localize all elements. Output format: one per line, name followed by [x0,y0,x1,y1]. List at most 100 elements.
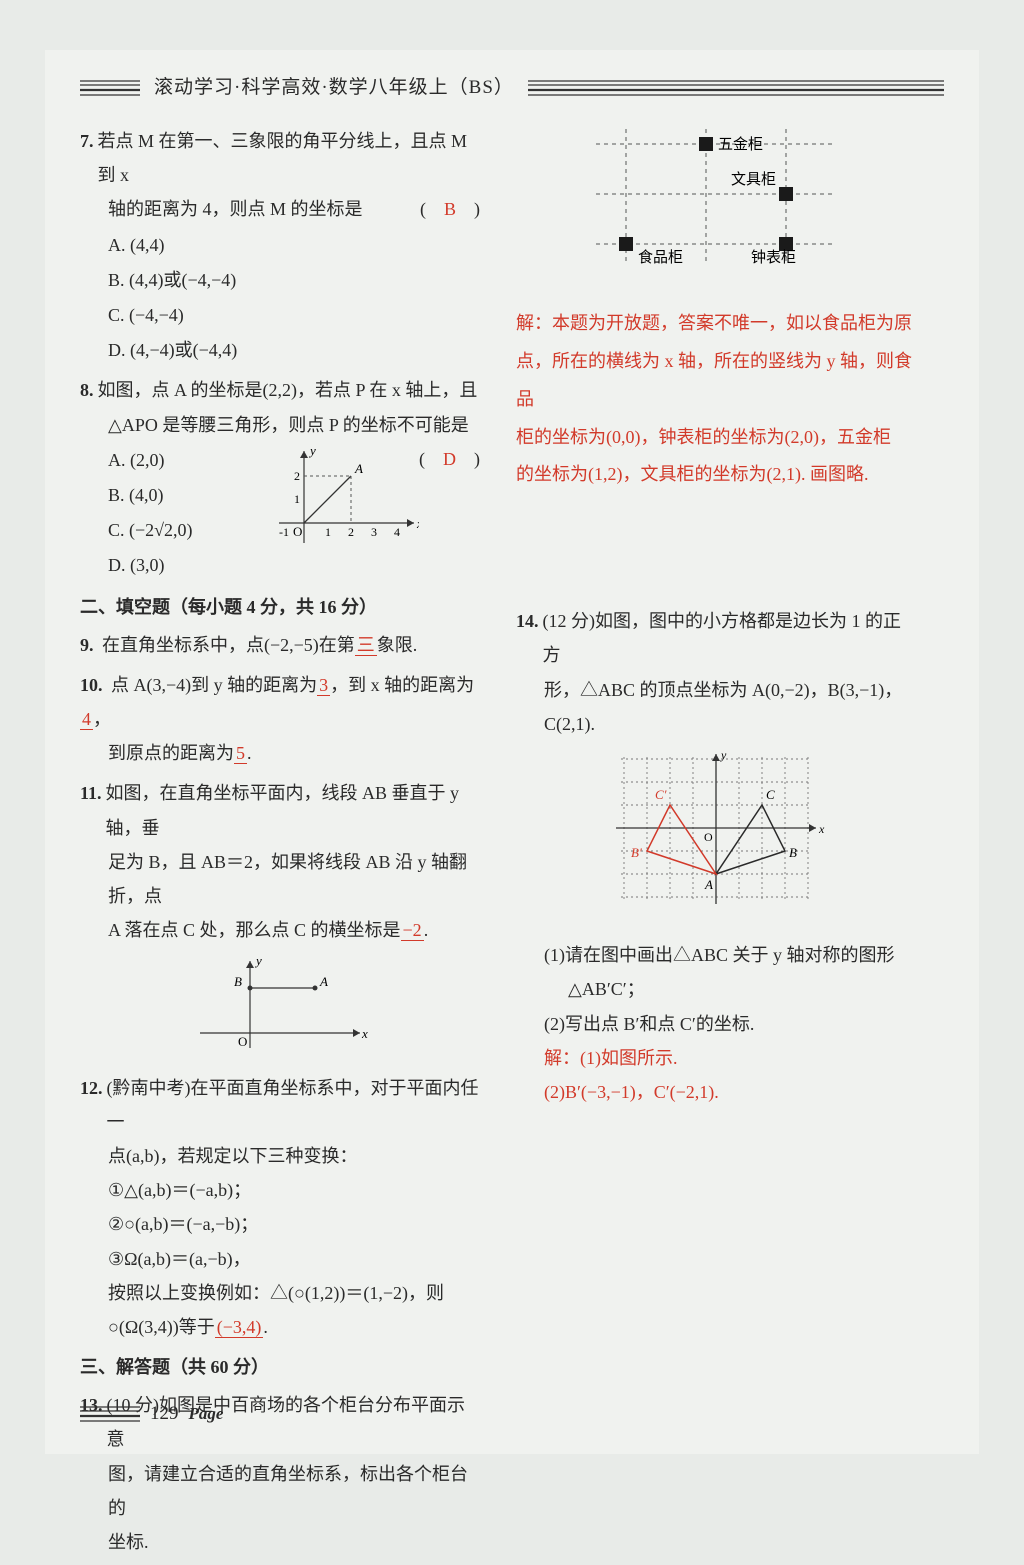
svg-text:钟表柜: 钟表柜 [751,249,796,266]
q7-number: 7. [80,124,94,192]
svg-text:A: A [319,974,328,989]
q12-l3: 按照以上变换例如：△(○(1,2))＝(1,−2)，则 [80,1276,480,1310]
svg-text:-1: -1 [279,525,289,539]
q10-after: . [247,743,252,763]
q10-b2: 4 [80,709,93,730]
svg-text:B: B [789,845,797,860]
q7-stem-line1: 若点 M 在第一、三象限的角平分线上，且点 M 到 x [98,124,481,192]
q7-choice-d: D. (4,−4)或(−4,4) [80,333,480,367]
svg-text:C: C [766,787,775,802]
q8-stem-line1: 如图，点 A 的坐标是(2,2)，若点 P 在 x 轴上，且 [98,373,481,407]
section-2-heading: 二、填空题（每小题 4 分，共 16 分） [80,590,480,624]
q12-after: . [263,1317,268,1337]
svg-text:y: y [254,953,262,968]
svg-text:五金柜: 五金柜 [718,136,763,153]
q14-p2: (2)写出点 B′和点 C′的坐标. [516,1007,916,1041]
q11-figure: x y O B A [190,953,370,1053]
svg-text:x: x [818,822,825,836]
q12-t1: ①△(a,b)＝(−a,b)； [80,1173,480,1207]
q14-sol1: 解：(1)如图所示. [516,1041,916,1075]
q10-before: 点 A(3,−4)到 y 轴的距离为 [111,675,317,695]
q7-choice-b: B. (4,4)或(−4,−4) [80,263,480,297]
svg-text:A: A [704,877,713,892]
q13-sol-l1: 解：本题为开放题，答案不唯一，如以食品柜为原 [516,305,916,343]
q12-blank: (−3,4) [215,1317,264,1338]
svg-text:3: 3 [371,525,377,539]
svg-text:4: 4 [394,525,400,539]
q14-l2: 形，△ABC 的顶点坐标为 A(0,−2)，B(3,−1)， [516,673,916,707]
page-footer: 129 Page [80,1396,223,1432]
q10-mid2: ， [93,709,111,729]
svg-text:1: 1 [294,492,300,506]
q10-b1: 3 [317,675,330,696]
q7-stem-line2: 轴的距离为 4，则点 M 的坐标是 [108,199,363,219]
q7-answer-paren: ( B ) [420,192,480,226]
q14-l3: C(2,1). [516,707,916,741]
svg-text:B′: B′ [631,845,642,860]
svg-text:A: A [354,461,363,476]
q12-t2: ②○(a,b)＝(−a,−b)； [80,1207,480,1241]
q13-l3: 坐标. [80,1525,480,1559]
q13-solution: 解：本题为开放题，答案不唯一，如以食品柜为原 点，所在的横线为 x 轴，所在的竖… [516,305,916,494]
question-12: 12. (黔南中考)在平面直角坐标系中，对于平面内任一 点(a,b)，若规定以下… [80,1071,480,1345]
question-11: 11. 如图，在直角坐标平面内，线段 AB 垂直于 y 轴，垂 足为 B，且 A… [80,776,480,1064]
page-number: 129 [150,1396,179,1432]
svg-text:食品柜: 食品柜 [638,249,683,266]
svg-text:O: O [704,830,713,844]
q11-number: 11. [80,776,102,844]
right-column: 五金柜 文具柜 食品柜 钟表柜 解：本题为开放题，答案不唯一，如以食品柜为原 点… [516,124,916,1565]
content-columns: 7. 若点 M 在第一、三象限的角平分线上，且点 M 到 x 轴的距离为 4，则… [80,124,944,1565]
q13-figure: 五金柜 文具柜 食品柜 钟表柜 [586,124,846,284]
svg-text:O: O [293,524,302,539]
q12-t3: ③Ω(a,b)＝(a,−b)， [80,1242,480,1276]
q11-blank: −2 [401,920,424,941]
header-title: 滚动学习·科学高效·数学八年级上（BS） [148,70,520,106]
page-header: 滚动学习·科学高效·数学八年级上（BS） [80,70,944,106]
q14-sol2: (2)B′(−3,−1)，C′(−2,1). [516,1075,916,1109]
footer-rule [80,1404,140,1424]
svg-text:x: x [416,516,419,531]
q14-p1: (1)请在图中画出△ABC 关于 y 轴对称的图形 [516,938,916,972]
page-container: 滚动学习·科学高效·数学八年级上（BS） 7. 若点 M 在第一、三象限的角平分… [45,50,979,1454]
header-rule-left [80,78,140,98]
svg-text:C′: C′ [655,787,667,802]
q10-b3: 5 [234,743,247,764]
q14-l1: (12 分)如图，图中的小方格都是边长为 1 的正方 [543,604,917,672]
question-8: 8. 如图，点 A 的坐标是(2,2)，若点 P 在 x 轴上，且 △APO 是… [80,373,480,583]
question-10: 10. 点 A(3,−4)到 y 轴的距离为3，到 x 轴的距离为 4， 到原点的… [80,668,480,771]
svg-text:y: y [720,749,727,762]
question-14: 14. (12 分)如图，图中的小方格都是边长为 1 的正方 形，△ABC 的顶… [516,604,916,1109]
svg-text:2: 2 [348,525,354,539]
q12-l2: 点(a,b)，若规定以下三种变换： [80,1139,480,1173]
q12-l1: (黔南中考)在平面直角坐标系中，对于平面内任一 [107,1071,481,1139]
q10-line2-before: 到原点的距离为 [108,743,234,763]
q7-choice-c: C. (−4,−4) [80,298,480,332]
header-rule-right [528,78,944,98]
question-9: 9. 在直角坐标系中，点(−2,−5)在第三象限. [80,628,480,662]
q8-choice-d: D. (3,0) [80,548,480,582]
q8-figure: x y O -1 1 2 3 4 1 2 A [269,443,419,553]
q11-l2: 足为 B，且 AB＝2，如果将线段 AB 沿 y 轴翻折，点 [80,845,480,913]
q9-stem-before: 在直角坐标系中，点(−2,−5)在第 [102,635,355,655]
svg-text:y: y [308,443,316,458]
question-7: 7. 若点 M 在第一、三象限的角平分线上，且点 M 到 x 轴的距离为 4，则… [80,124,480,367]
svg-text:1: 1 [325,525,331,539]
q11-l3-before: A 落在点 C 处，那么点 C 的横坐标是 [108,920,401,940]
q9-number: 9. [80,635,94,655]
q14-number: 14. [516,604,539,672]
left-column: 7. 若点 M 在第一、三象限的角平分线上，且点 M 到 x 轴的距离为 4，则… [80,124,480,1565]
svg-text:x: x [361,1026,368,1041]
q11-l1: 如图，在直角坐标平面内，线段 AB 垂直于 y 轴，垂 [106,776,480,844]
svg-text:O: O [238,1034,247,1049]
svg-text:2: 2 [294,469,300,483]
q10-number: 10. [80,675,103,695]
q14-p1b: △AB′C′； [516,972,916,1006]
q12-number: 12. [80,1071,103,1139]
q10-mid1: ，到 x 轴的距离为 [330,675,474,695]
page-label: Page [189,1398,224,1430]
q11-after: . [424,920,429,940]
section-3-heading: 三、解答题（共 60 分） [80,1350,480,1384]
q12-l4-before: ○(Ω(3,4))等于 [108,1317,215,1337]
q14-figure: x y O A B C B′ C′ [601,749,831,919]
q9-blank: 三 [355,635,377,656]
